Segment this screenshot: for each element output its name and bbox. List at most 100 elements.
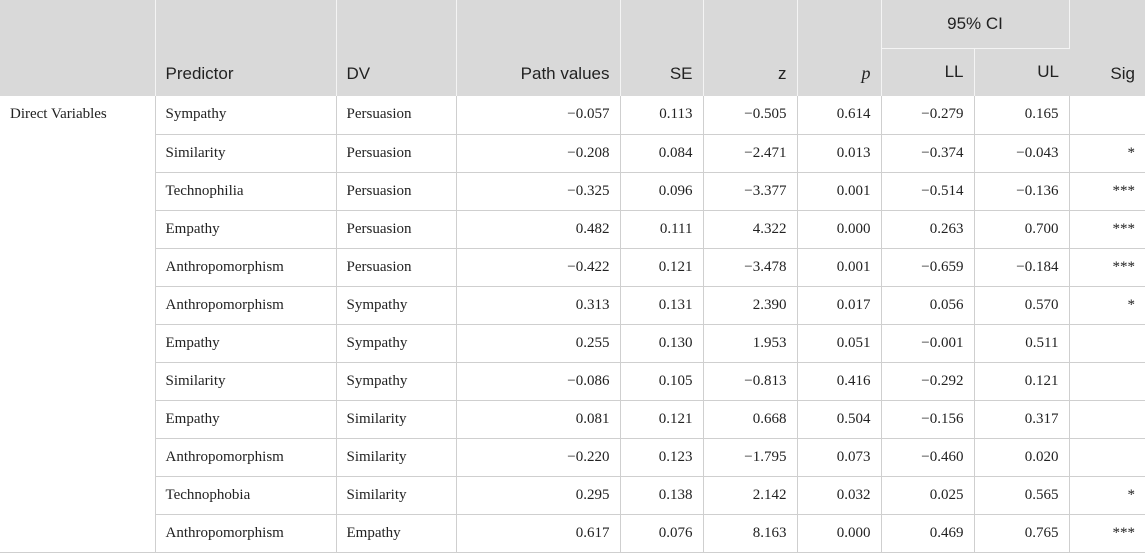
cell-z: −3.377 bbox=[702, 172, 797, 211]
cell-dv: Similarity bbox=[335, 476, 456, 515]
cell-ll: 0.263 bbox=[880, 210, 974, 249]
cell-predictor: Empathy bbox=[154, 210, 336, 249]
header-ci-group: 95% CI bbox=[881, 0, 1070, 49]
header-se: SE bbox=[620, 0, 704, 96]
table-row: Similarity Sympathy −0.086 0.105 −0.813 0.416… bbox=[0, 362, 1145, 401]
cell-predictor: Anthropomorphism bbox=[154, 248, 336, 287]
cell-se: 0.084 bbox=[619, 134, 703, 173]
cell-path-value: 0.482 bbox=[455, 210, 620, 249]
cell-path-value: −0.057 bbox=[455, 96, 620, 135]
cell-z: −1.795 bbox=[702, 438, 797, 477]
cell-dv: Persuasion bbox=[335, 248, 456, 287]
cell-p: 0.000 bbox=[796, 514, 881, 553]
header-blank bbox=[0, 0, 156, 96]
cell-dv: Similarity bbox=[335, 438, 456, 477]
cell-sig: *** bbox=[1068, 248, 1145, 287]
cell-predictor: Similarity bbox=[154, 362, 336, 401]
table-row: Empathy Persuasion 0.482 0.111 4.322 0.000 0.2… bbox=[0, 210, 1145, 249]
cell-sig bbox=[1068, 96, 1145, 135]
cell-ul: 0.165 bbox=[973, 96, 1069, 135]
cell-p: 0.017 bbox=[796, 286, 881, 325]
cell-p: 0.504 bbox=[796, 400, 881, 439]
cell-p: 0.051 bbox=[796, 324, 881, 363]
table-row: Anthropomorphism Persuasion −0.422 0.121 −3.… bbox=[0, 248, 1145, 287]
cell-ul: 0.765 bbox=[973, 514, 1069, 553]
cell-ll: −0.279 bbox=[880, 96, 974, 135]
cell-predictor: Technophobia bbox=[154, 476, 336, 515]
cell-se: 0.121 bbox=[619, 400, 703, 439]
cell-ul: −0.184 bbox=[973, 248, 1069, 287]
cell-ul: 0.570 bbox=[973, 286, 1069, 325]
cell-dv: Persuasion bbox=[335, 134, 456, 173]
cell-ul: 0.020 bbox=[973, 438, 1069, 477]
cell-ll: −0.001 bbox=[880, 324, 974, 363]
cell-ul: 0.511 bbox=[973, 324, 1069, 363]
cell-sig: *** bbox=[1068, 514, 1145, 553]
cell-z: 0.668 bbox=[702, 400, 797, 439]
cell-path-value: 0.313 bbox=[455, 286, 620, 325]
cell-p: 0.073 bbox=[796, 438, 881, 477]
cell-path-value: −0.325 bbox=[455, 172, 620, 211]
table-body: Direct Variables Sympathy Persuasion −0.057… bbox=[0, 96, 1145, 553]
cell-dv: Persuasion bbox=[335, 96, 456, 135]
cell-ll: −0.374 bbox=[880, 134, 974, 173]
cell-sig bbox=[1068, 362, 1145, 401]
table-row: Technophobia Similarity 0.295 0.138 2.142 0.0… bbox=[0, 476, 1145, 515]
cell-z: 2.390 bbox=[702, 286, 797, 325]
cell-sig bbox=[1068, 438, 1145, 477]
cell-p: 0.001 bbox=[796, 172, 881, 211]
cell-se: 0.138 bbox=[619, 476, 703, 515]
table-row: Empathy Sympathy 0.255 0.130 1.953 0.051 −0.00… bbox=[0, 324, 1145, 363]
cell-path-value: −0.422 bbox=[455, 248, 620, 287]
cell-path-value: 0.255 bbox=[455, 324, 620, 363]
group-label: Direct Variables bbox=[0, 96, 155, 553]
cell-se: 0.111 bbox=[619, 210, 703, 249]
cell-path-value: 0.617 bbox=[455, 514, 620, 553]
table-row: Anthropomorphism Sympathy 0.313 0.131 2.390 0… bbox=[0, 286, 1145, 325]
table-row: Anthropomorphism Similarity −0.220 0.123 −1.… bbox=[0, 438, 1145, 477]
cell-z: −0.813 bbox=[702, 362, 797, 401]
cell-ll: −0.156 bbox=[880, 400, 974, 439]
cell-z: −3.478 bbox=[702, 248, 797, 287]
cell-dv: Persuasion bbox=[335, 210, 456, 249]
header-ul: UL bbox=[974, 48, 1069, 96]
table-row: Empathy Similarity 0.081 0.121 0.668 0.504 −0.… bbox=[0, 400, 1145, 439]
cell-ll: −0.514 bbox=[880, 172, 974, 211]
header-sig: Sig bbox=[1069, 0, 1145, 96]
cell-ul: 0.565 bbox=[973, 476, 1069, 515]
cell-dv: Sympathy bbox=[335, 362, 456, 401]
table-row: Anthropomorphism Empathy 0.617 0.076 8.163 0.… bbox=[0, 514, 1145, 553]
cell-ll: −0.460 bbox=[880, 438, 974, 477]
cell-se: 0.130 bbox=[619, 324, 703, 363]
cell-path-value: 0.295 bbox=[455, 476, 620, 515]
cell-predictor: Similarity bbox=[154, 134, 336, 173]
cell-ll: 0.469 bbox=[880, 514, 974, 553]
header-z: z bbox=[703, 0, 798, 96]
cell-se: 0.076 bbox=[619, 514, 703, 553]
cell-dv: Similarity bbox=[335, 400, 456, 439]
cell-sig: * bbox=[1068, 476, 1145, 515]
cell-sig: *** bbox=[1068, 210, 1145, 249]
cell-se: 0.123 bbox=[619, 438, 703, 477]
cell-p: 0.000 bbox=[796, 210, 881, 249]
cell-ul: 0.317 bbox=[973, 400, 1069, 439]
table-row: Technophilia Persuasion −0.325 0.096 −3.377 0… bbox=[0, 172, 1145, 211]
cell-sig bbox=[1068, 400, 1145, 439]
cell-ul: 0.700 bbox=[973, 210, 1069, 249]
cell-path-value: 0.081 bbox=[455, 400, 620, 439]
cell-z: 2.142 bbox=[702, 476, 797, 515]
cell-p: 0.032 bbox=[796, 476, 881, 515]
cell-p: 0.614 bbox=[796, 96, 881, 135]
cell-se: 0.131 bbox=[619, 286, 703, 325]
cell-sig: * bbox=[1068, 286, 1145, 325]
cell-predictor: Empathy bbox=[154, 400, 336, 439]
table-row: Similarity Persuasion −0.208 0.084 −2.471 0.0… bbox=[0, 134, 1145, 173]
cell-predictor: Empathy bbox=[154, 324, 336, 363]
cell-se: 0.113 bbox=[619, 96, 703, 135]
cell-z: 1.953 bbox=[702, 324, 797, 363]
cell-dv: Empathy bbox=[335, 514, 456, 553]
cell-z: −0.505 bbox=[702, 96, 797, 135]
cell-se: 0.105 bbox=[619, 362, 703, 401]
cell-path-value: −0.208 bbox=[455, 134, 620, 173]
cell-ul: 0.121 bbox=[973, 362, 1069, 401]
